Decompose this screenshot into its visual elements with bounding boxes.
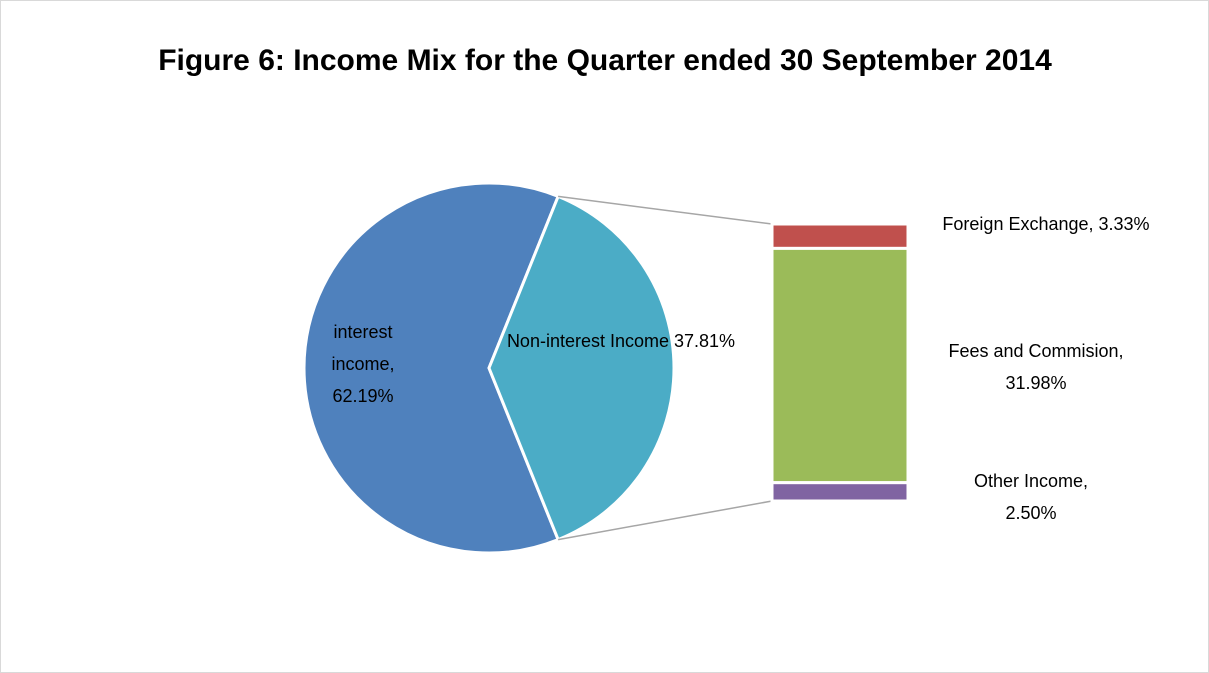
chart-title: Figure 6: Income Mix for the Quarter end…: [158, 44, 1052, 77]
bar-segment: [770, 246, 910, 485]
data-label: Fees and Commision, 31.98%: [948, 341, 1124, 393]
pie-slice: [302, 181, 561, 555]
pie-slice: [487, 194, 676, 542]
data-label: Other Income, 2.50%: [973, 471, 1089, 523]
data-label: Non-interest Income 37.81%: [506, 331, 736, 351]
connector: [557, 500, 773, 541]
bar-segment: [770, 481, 910, 503]
data-label: interest income, 62.19%: [331, 322, 395, 406]
bar-segment: [770, 222, 910, 250]
connector: [558, 195, 773, 225]
data-label: Foreign Exchange, 3.33%: [942, 214, 1150, 234]
